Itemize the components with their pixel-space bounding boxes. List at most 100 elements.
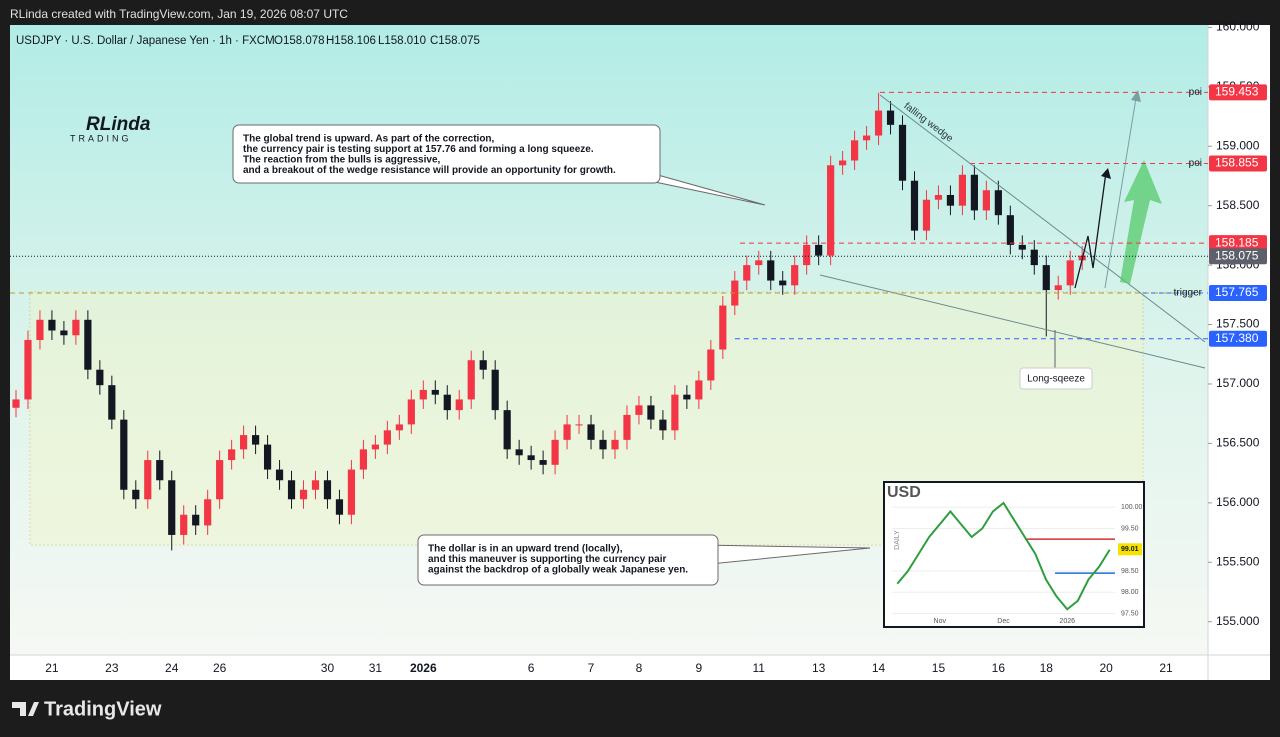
level-note: trigger (1174, 288, 1203, 299)
candle-body (24, 340, 32, 400)
candle-body (431, 389, 439, 395)
x-tick-label: 15 (932, 661, 946, 675)
candle-body (96, 369, 104, 386)
x-tick-label: 8 (636, 661, 643, 675)
candle-body (347, 469, 356, 515)
candle-body (311, 480, 320, 490)
candle-body (934, 194, 943, 200)
inset-current-bg (1118, 543, 1142, 556)
candle-body (850, 140, 859, 161)
inset-title: USD (887, 484, 921, 501)
candle-body (299, 489, 308, 500)
x-tick-label: 26 (213, 661, 227, 675)
inset-side-label: DAILY (894, 530, 901, 550)
x-tick-label: 14 (872, 661, 886, 675)
ohlc-value: C158.075 (430, 35, 480, 47)
price-label: 159.453 (1215, 85, 1259, 99)
candle-body (263, 444, 272, 470)
candle-body (982, 190, 990, 211)
candle-body (443, 394, 451, 411)
ohlc-value: H158.106 (326, 35, 376, 47)
callout-box (417, 534, 719, 586)
price-label-bg (1209, 330, 1267, 347)
inset-tick-label: 100.00 (1121, 504, 1143, 511)
candle-body (467, 360, 475, 400)
candle-body (144, 460, 152, 500)
callout-line: and a breakout of the wedge resistance w… (243, 165, 616, 176)
callout-line: The dollar is in an upward trend (locall… (428, 544, 623, 555)
price-label: 157.765 (1215, 285, 1259, 299)
candle-body (695, 380, 703, 400)
price-label: 158.075 (1215, 248, 1259, 262)
ohlc-value: O158.078 (274, 35, 325, 47)
inset-tick-label: 98.50 (1121, 568, 1139, 575)
y-tick-label: 160.000 (1216, 20, 1260, 34)
path-arrow (1074, 171, 1107, 289)
x-tick-label: 24 (165, 661, 179, 675)
candle-body (240, 435, 248, 450)
y-tick-label: 157.500 (1216, 317, 1260, 331)
squeeze-box (1019, 367, 1093, 390)
time-axis (10, 655, 1208, 680)
x-tick-label: 31 (369, 661, 383, 675)
candle-body (180, 514, 188, 535)
level-note: poi (1189, 87, 1202, 98)
candle-body (371, 444, 379, 450)
x-tick-label: 6 (528, 661, 535, 675)
inset-tick-label: 97.50 (1121, 610, 1139, 617)
y-tick-label: 158.500 (1216, 198, 1260, 212)
y-tick-label: 159.000 (1216, 138, 1260, 152)
candle-body (12, 399, 20, 408)
growth-arrow (1120, 160, 1162, 284)
candle-body (767, 260, 775, 281)
candle-body (479, 360, 487, 370)
candle-body (587, 424, 595, 440)
symbol-title: USDJPY · U.S. Dollar / Japanese Yen · 1h… (16, 35, 275, 47)
price-label: 157.380 (1215, 331, 1259, 345)
candle-body (743, 265, 751, 281)
candle-body (707, 349, 715, 381)
candle-body (922, 199, 931, 231)
inset-line (896, 501, 1111, 611)
candle-body (204, 499, 212, 526)
arrow-head (1101, 168, 1111, 179)
candle-body (791, 265, 799, 286)
candle-body (527, 455, 535, 461)
price-label-bg (1209, 285, 1267, 302)
candle-body (611, 439, 619, 450)
candle-body (335, 499, 344, 515)
candle-body (779, 280, 787, 286)
candle-body (862, 135, 871, 141)
x-tick-label: 20 (1099, 661, 1113, 675)
price-label-bg (1209, 155, 1267, 172)
candle-body (216, 460, 224, 500)
candle-body (251, 435, 260, 445)
x-tick-label: 23 (105, 661, 119, 675)
candle-body (36, 319, 44, 340)
price-label-bg (1209, 235, 1267, 252)
x-tick-label: 7 (588, 661, 595, 675)
level-note: poi (1189, 158, 1202, 169)
callout-line: and this maneuver is supporting the curr… (428, 554, 666, 565)
y-tick-label: 155.000 (1216, 614, 1260, 628)
candle-body (383, 430, 391, 445)
candle-body (575, 424, 583, 426)
x-tick-label: 11 (753, 661, 766, 675)
attribution: RLinda created with TradingView.com, Jan… (10, 7, 348, 21)
candle-body (994, 190, 1002, 216)
candle-body (228, 449, 236, 461)
candle-body (1042, 265, 1050, 291)
arrow-head (1131, 90, 1141, 102)
footer (0, 680, 1280, 737)
candle-body (946, 194, 955, 206)
candle-body (671, 394, 679, 431)
target-arrow (1104, 97, 1137, 289)
callout-line: The reaction from the bulls is aggressiv… (243, 155, 441, 166)
ohlc-legend: O158.078 H158.106 L158.010 C158.075 (274, 35, 480, 47)
candle-body (659, 419, 667, 431)
candle-body (827, 165, 835, 256)
inset-tick-label: 98.00 (1121, 589, 1139, 596)
candle-body (84, 319, 92, 370)
